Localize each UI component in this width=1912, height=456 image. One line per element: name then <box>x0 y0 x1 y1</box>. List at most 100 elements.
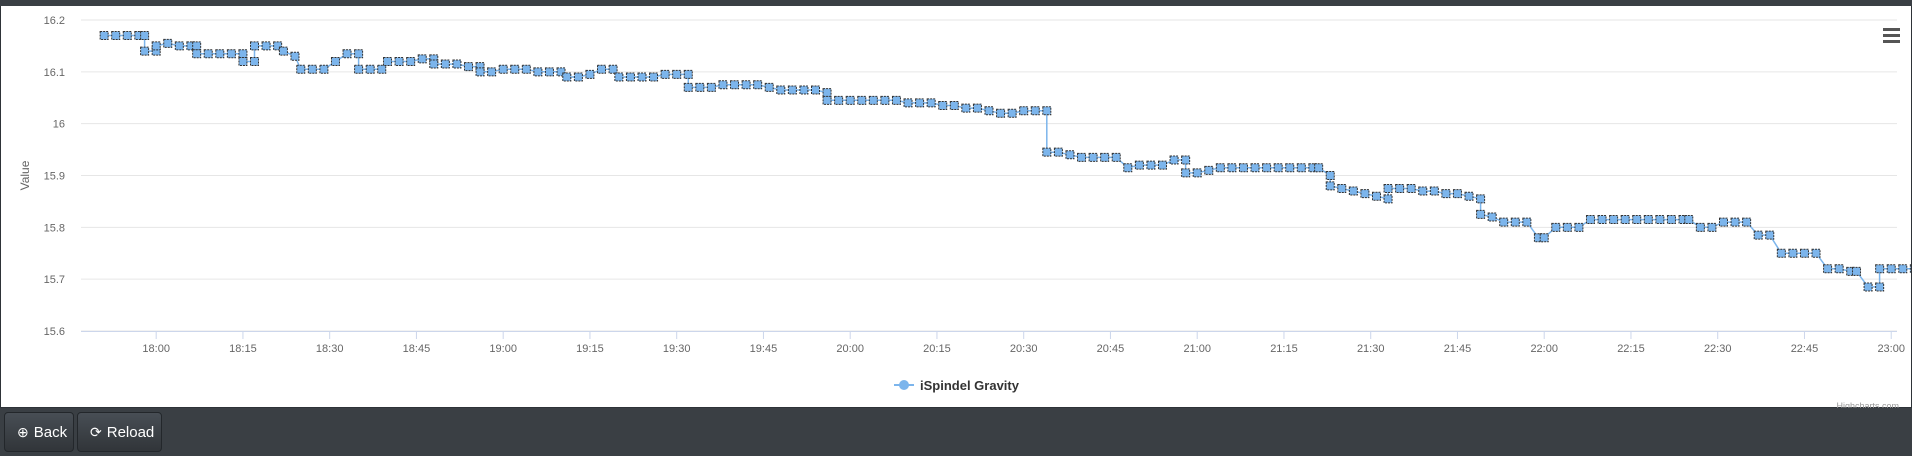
data-point <box>1909 264 1911 274</box>
data-point <box>1562 222 1572 232</box>
data-point <box>452 59 462 69</box>
data-point <box>250 56 260 66</box>
data-point <box>1134 160 1144 170</box>
data-point <box>1875 264 1885 274</box>
x-tick-label: 22:15 <box>1617 343 1645 355</box>
data-point <box>1585 215 1595 225</box>
data-point <box>573 72 583 82</box>
data-point <box>1227 163 1237 173</box>
data-point <box>1666 215 1676 225</box>
x-tick-label: 22:30 <box>1704 343 1732 355</box>
data-point <box>307 64 317 74</box>
reload-button-label: Reload <box>106 423 155 441</box>
data-point <box>614 72 624 82</box>
data-point <box>562 72 572 82</box>
data-point <box>278 46 288 56</box>
data-point <box>1285 163 1295 173</box>
x-tick-label: 21:15 <box>1270 343 1298 355</box>
data-point <box>649 72 659 82</box>
x-tick-label: 20:15 <box>923 343 951 355</box>
data-point <box>880 95 890 105</box>
data-point <box>250 41 260 51</box>
data-point <box>637 72 647 82</box>
chart-container: 16.2 16.1 16 15.9 15.8 15.7 15.6 18:00 18:15 18:3… <box>0 6 1912 411</box>
data-point <box>741 80 751 90</box>
data-point <box>1632 215 1642 225</box>
data-point <box>1510 217 1520 227</box>
back-button[interactable]: ⊕ Back <box>4 412 74 452</box>
data-point <box>1262 163 1272 173</box>
data-point <box>810 85 820 95</box>
data-point <box>996 108 1006 118</box>
data-point <box>1574 222 1584 232</box>
data-point <box>1765 230 1775 240</box>
data-point <box>1019 106 1029 116</box>
data-point <box>1181 155 1191 165</box>
data-point <box>1337 183 1347 193</box>
y-tick-label: 15.8 <box>44 222 65 234</box>
data-point <box>776 85 786 95</box>
data-point <box>1111 152 1121 162</box>
x-tick-label: 21:45 <box>1444 343 1472 355</box>
data-point <box>1788 248 1798 258</box>
legend-marker-icon <box>894 379 914 391</box>
data-point <box>926 98 936 108</box>
data-point <box>475 67 485 77</box>
legend-item[interactable]: iSpindel Gravity <box>894 376 1019 394</box>
data-point <box>1325 171 1335 180</box>
y-tick-label: 16.2 <box>44 15 65 27</box>
gravity-chart: 16.2 16.1 16 15.9 15.8 15.7 15.6 18:00 18:15 18:3… <box>18 15 1911 355</box>
data-point <box>753 80 763 90</box>
data-point <box>1898 264 1908 274</box>
credits-link[interactable]: Highcharts.com <box>1836 401 1899 411</box>
y-tick-label: 15.9 <box>44 171 65 183</box>
hamburger-icon <box>1882 27 1900 31</box>
data-point <box>1383 183 1393 193</box>
data-point <box>1823 264 1833 274</box>
data-point <box>365 64 375 74</box>
y-tick-label: 16 <box>53 119 65 131</box>
data-point <box>845 95 855 105</box>
data-point <box>1551 222 1561 232</box>
data-point <box>1348 186 1358 196</box>
data-point <box>354 49 364 59</box>
data-point <box>1314 163 1324 173</box>
data-point <box>625 72 635 82</box>
chart-menu-button[interactable] <box>1879 24 1903 46</box>
top-bar <box>0 0 1912 6</box>
data-point <box>290 51 300 61</box>
data-point <box>1192 168 1202 178</box>
data-point <box>903 98 913 108</box>
data-point <box>1296 163 1306 173</box>
data-point <box>915 98 925 108</box>
data-point <box>787 85 797 95</box>
data-point <box>799 85 809 95</box>
x-tick-label: 20:30 <box>1010 343 1038 355</box>
data-point <box>1811 248 1821 258</box>
reload-button[interactable]: ⟳ Reload <box>77 412 162 452</box>
x-tick-label: 22:45 <box>1791 343 1819 355</box>
data-point <box>406 56 416 66</box>
data-point <box>273 41 283 51</box>
data-point <box>1158 160 1168 170</box>
data-point <box>1418 186 1428 196</box>
data-point <box>1707 222 1717 232</box>
x-tick-label: 20:45 <box>1097 343 1125 355</box>
data-point <box>1441 189 1451 199</box>
x-tick-label: 19:45 <box>750 343 778 355</box>
data-point <box>1753 230 1763 240</box>
data-point <box>296 64 306 74</box>
data-point <box>706 82 716 92</box>
back-button-label: Back <box>33 423 68 441</box>
data-point <box>111 31 121 41</box>
data-point <box>1371 191 1381 201</box>
data-point <box>672 69 682 79</box>
data-point <box>1429 186 1439 196</box>
data-point <box>891 95 901 105</box>
data-point <box>1053 147 1063 157</box>
series-line <box>104 34 1911 288</box>
data-point <box>1609 215 1619 225</box>
data-point <box>1325 181 1335 191</box>
y-tick-label: 15.6 <box>44 326 65 338</box>
data-point <box>163 38 173 48</box>
